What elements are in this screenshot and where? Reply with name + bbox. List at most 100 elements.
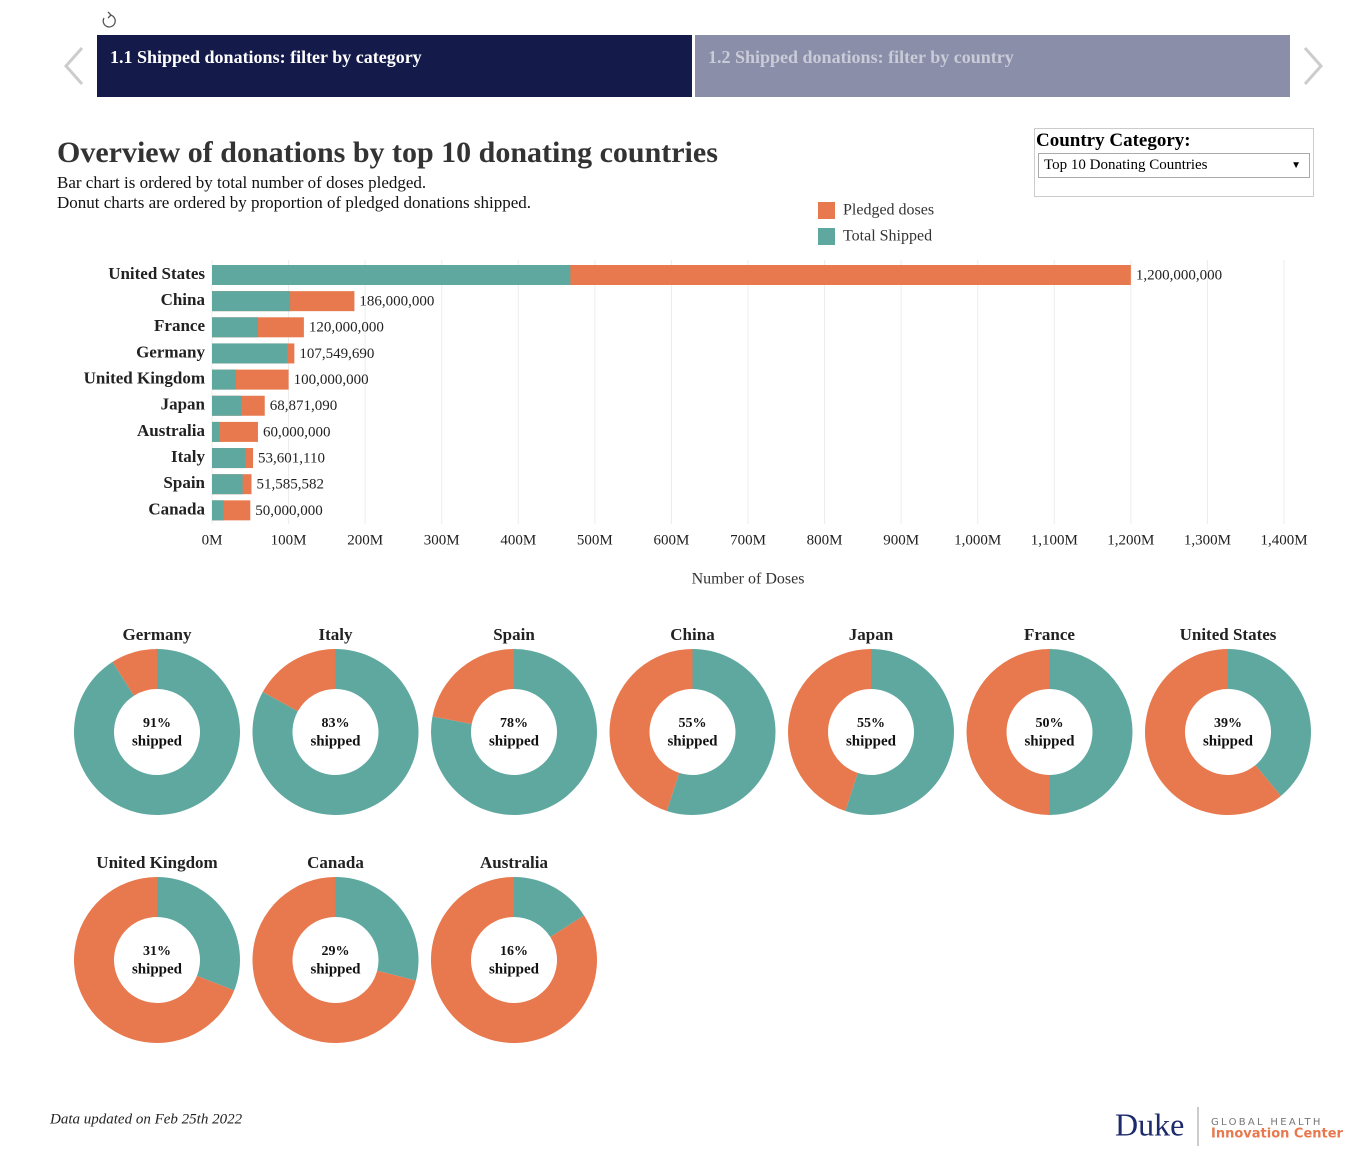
- donut-title: Canada: [307, 853, 364, 872]
- bar: [212, 369, 289, 390]
- bar: [212, 291, 291, 312]
- donut-slice: [335, 877, 419, 981]
- donut-slice: [787, 649, 871, 811]
- donut-slice: [252, 877, 416, 1043]
- y-tick-label: Germany: [136, 342, 205, 361]
- y-tick-label: Spain: [163, 473, 205, 492]
- reload-icon[interactable]: [102, 11, 116, 28]
- donut-center-caption: shipped: [132, 733, 183, 749]
- y-tick-label: France: [154, 316, 205, 335]
- data-label: 120,000,000: [309, 320, 384, 336]
- donut-center-caption: shipped: [132, 961, 183, 977]
- data-label: 100,000,000: [294, 372, 369, 388]
- x-tick-label: 100M: [271, 532, 307, 548]
- bar: [212, 343, 288, 364]
- bar: [212, 395, 242, 416]
- data-label: 53,601,110: [258, 450, 325, 466]
- y-tick-label: United States: [108, 264, 205, 283]
- donut-slice: [431, 649, 598, 815]
- donut-slice: [1145, 649, 1281, 815]
- filter-panel: Country Category: Top 10 Donating Countr…: [1034, 128, 1314, 197]
- donut-slice: [845, 649, 954, 816]
- x-tick-label: 1,300M: [1184, 532, 1231, 548]
- data-label: 1,200,000,000: [1136, 267, 1222, 283]
- donut-title: France: [1024, 625, 1075, 644]
- donut-slice: [1228, 649, 1311, 796]
- x-tick-label: 300M: [424, 532, 460, 548]
- donut-center-label: 91%: [143, 716, 171, 731]
- data-label: 60,000,000: [263, 424, 331, 440]
- x-tick-label: 900M: [883, 532, 919, 548]
- donut-slice: [73, 877, 235, 1044]
- x-tick-label: 800M: [807, 532, 843, 548]
- bar: [212, 448, 246, 469]
- x-axis-title: Number of Doses: [692, 571, 805, 588]
- x-tick-label: 1,200M: [1107, 532, 1154, 548]
- donut-title: United States: [1180, 625, 1277, 644]
- donut-title: Italy: [319, 625, 354, 644]
- y-tick-label: China: [161, 290, 206, 309]
- bar: [212, 265, 571, 285]
- donut-center-caption: shipped: [310, 733, 361, 749]
- donut-center-label: 78%: [500, 716, 528, 731]
- y-tick-label: Australia: [137, 421, 206, 440]
- bar: [212, 291, 355, 312]
- donut-center-caption: shipped: [1024, 733, 1075, 749]
- footer-note: Data updated on Feb 25th 2022: [49, 1111, 243, 1127]
- data-label: 186,000,000: [359, 294, 434, 310]
- donut-center-label: 39%: [1214, 716, 1242, 731]
- legend-swatch: [818, 228, 835, 245]
- data-label: 51,585,582: [256, 477, 324, 493]
- donut-title: Japan: [849, 625, 894, 644]
- donut-slice: [966, 649, 1050, 815]
- donut-slice: [432, 649, 514, 724]
- legend-label: Pledged doses: [843, 202, 934, 219]
- donut-title: Australia: [480, 853, 549, 872]
- prev-arrow[interactable]: [63, 47, 84, 85]
- x-tick-label: 1,100M: [1031, 532, 1078, 548]
- donut-title: United Kingdom: [96, 853, 217, 872]
- donut-title: China: [670, 625, 715, 644]
- logo-line: Innovation Center: [1211, 1127, 1344, 1142]
- bar: [212, 317, 304, 338]
- next-arrow[interactable]: [1303, 47, 1324, 85]
- y-tick-label: Italy: [171, 447, 206, 466]
- donut-slice: [1049, 649, 1133, 815]
- donut-slice: [252, 649, 419, 815]
- dropdown[interactable]: Top 10 Donating Countries ▼: [1038, 153, 1310, 178]
- data-label: 107,549,690: [299, 346, 374, 362]
- donut-slice: [431, 877, 598, 1043]
- bar: [212, 448, 254, 469]
- donut-center-label: 16%: [500, 944, 528, 959]
- bar: [212, 265, 1131, 285]
- y-tick-label: Japan: [161, 395, 206, 414]
- legend-label: Total Shipped: [843, 228, 932, 245]
- donut-slice: [262, 649, 336, 712]
- legend-swatch: [818, 202, 835, 219]
- donut-center-caption: shipped: [489, 961, 540, 977]
- bar: [212, 317, 258, 338]
- donut-center-caption: shipped: [846, 733, 897, 749]
- donut-title: Germany: [123, 625, 192, 644]
- bar: [212, 474, 243, 495]
- subtitle: Donut charts are ordered by proportion o…: [57, 193, 531, 212]
- bar: [212, 369, 236, 390]
- bar: [212, 343, 295, 364]
- x-tick-label: 1,000M: [954, 532, 1001, 548]
- dropdown-arrow: ▼: [1291, 160, 1301, 171]
- donut-title: Spain: [493, 625, 535, 644]
- donut-center-label: 31%: [143, 944, 171, 959]
- donut-center-caption: shipped: [310, 961, 361, 977]
- donut-center-label: 83%: [322, 716, 350, 731]
- donut-slice: [157, 877, 240, 991]
- bar: [212, 421, 258, 442]
- tab[interactable]: 1.2 Shipped donations: filter by country: [695, 35, 1290, 97]
- donut-center-label: 55%: [679, 716, 707, 731]
- subtitle: Bar chart is ordered by total number of …: [57, 173, 426, 192]
- logo-name: Duke: [1115, 1106, 1184, 1142]
- donut-slice: [73, 649, 240, 815]
- tab[interactable]: 1.1 Shipped donations: filter by categor…: [97, 35, 692, 97]
- dropdown-value: Top 10 Donating Countries: [1044, 157, 1208, 173]
- filter-label: Country Category:: [1036, 130, 1191, 151]
